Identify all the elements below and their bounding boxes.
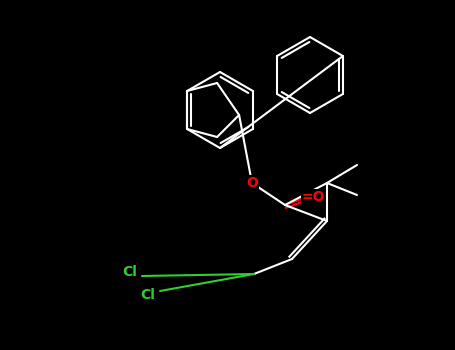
Text: Cl: Cl [122,265,137,279]
Text: O: O [246,176,258,190]
Text: Cl: Cl [141,288,156,302]
Text: =O: =O [301,190,325,204]
